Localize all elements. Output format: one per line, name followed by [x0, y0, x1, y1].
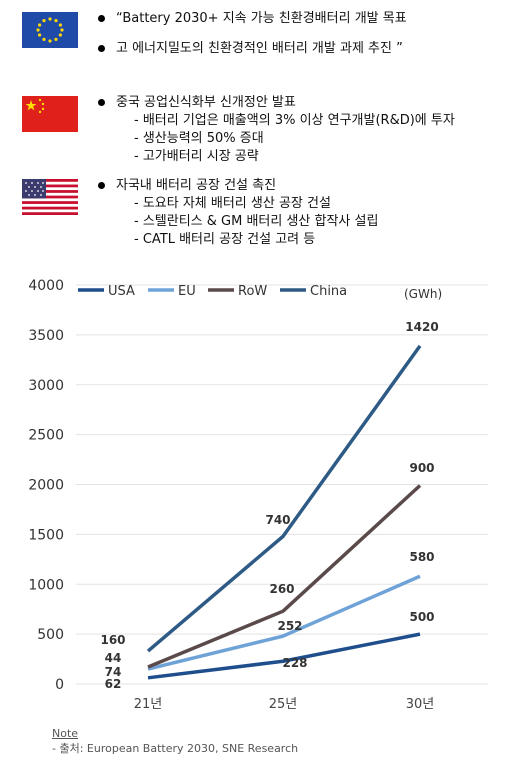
eu-flag-icon	[22, 12, 78, 48]
eu-line-1: “Battery 2030+ 지속 가능 친환경배터리 개발 목표	[116, 11, 407, 26]
data-label-eu-2: 580	[409, 550, 434, 564]
series-lines	[146, 344, 422, 680]
china-section: 중국 공업신식화부 신개정안 발표 - 배터리 기업은 매출액의 3% 이상 연…	[0, 94, 518, 168]
note-source: - 출처: European Battery 2030, SNE Researc…	[52, 742, 299, 755]
legend-label-eu: EU	[178, 284, 196, 299]
data-label-row-1: 260	[269, 582, 294, 596]
y-tick-0: 0	[55, 677, 64, 693]
note-section: Note - 출처: European Battery 2030, SNE Re…	[52, 726, 298, 756]
legend-label-usa: USA	[108, 284, 135, 299]
series-line-row	[147, 484, 422, 669]
usa-flag-icon	[22, 179, 78, 215]
battery-capacity-chart: 0 500 1000 1500 2000 2500 3000 3500 4000 21년 25년 3…	[28, 278, 488, 712]
usa-section: 자국내 배터리 공장 건설 촉진 - 도요타 자체 배터리 생산 공장 건설 -…	[0, 177, 518, 251]
eu-line-2: 고 에너지밀도의 친환경적인 배터리 개발 과제 추진 ”	[116, 41, 403, 56]
y-tick-1500: 1500	[28, 527, 64, 543]
y-tick-1000: 1000	[28, 577, 64, 593]
chart-grid	[76, 284, 488, 685]
series-line-usa	[147, 632, 421, 680]
data-label-usa-2: 500	[409, 610, 434, 624]
data-label-china-0: 160	[100, 633, 125, 647]
data-labels: 62 228 500 74 252 580 44 260 900 160 740 1420	[100, 320, 438, 691]
china-sub-2: - 생산능력의 50% 증대	[134, 131, 264, 146]
x-tick-1: 25년	[269, 697, 298, 712]
unit-label: (GWh)	[404, 287, 442, 301]
y-axis-ticks: 0 500 1000 1500 2000 2500 3000 3500 4000	[28, 278, 64, 693]
data-label-usa-0: 62	[105, 677, 122, 691]
y-tick-3000: 3000	[28, 378, 64, 394]
x-axis-ticks: 21년 25년 30년	[134, 697, 435, 712]
eu-section: “Battery 2030+ 지속 가능 친환경배터리 개발 목표 고 에너지밀…	[0, 10, 518, 56]
data-label-eu-0: 74	[105, 665, 122, 679]
x-tick-2: 30년	[406, 697, 435, 712]
china-flag-icon	[22, 96, 78, 132]
legend-label-china: China	[310, 284, 347, 299]
data-label-usa-1: 228	[282, 656, 307, 670]
chart-legend: USA EU RoW China	[78, 284, 347, 299]
series-line-china	[146, 344, 422, 653]
y-tick-4000: 4000	[28, 278, 64, 294]
y-tick-2500: 2500	[28, 428, 64, 444]
y-tick-500: 500	[37, 627, 64, 643]
china-sub-3: - 고가배터리 시장 공략	[134, 149, 259, 164]
note-title: Note	[52, 727, 79, 740]
data-label-china-2: 1420	[405, 320, 438, 334]
data-label-china-1: 740	[265, 513, 290, 527]
data-label-row-2: 900	[409, 461, 434, 475]
usa-sub-3: - CATL 배터리 공장 건설 고려 등	[134, 232, 316, 247]
usa-sub-1: - 도요타 자체 배터리 생산 공장 건설	[134, 196, 331, 211]
china-main: 중국 공업신식화부 신개정안 발표	[116, 95, 296, 110]
usa-main: 자국내 배터리 공장 건설 촉진	[116, 178, 277, 193]
x-tick-0: 21년	[134, 697, 163, 712]
y-tick-3500: 3500	[28, 328, 64, 344]
china-sub-1: - 배터리 기업은 매출액의 3% 이상 연구개발(R&D)에 투자	[134, 113, 455, 128]
legend-label-row: RoW	[238, 284, 267, 299]
usa-sub-2: - 스텔란티스 & GM 배터리 생산 합작사 설립	[134, 214, 379, 229]
data-label-eu-1: 252	[277, 619, 302, 633]
series-line-eu	[147, 574, 421, 671]
y-tick-2000: 2000	[28, 478, 64, 494]
data-label-row-0: 44	[105, 651, 122, 665]
